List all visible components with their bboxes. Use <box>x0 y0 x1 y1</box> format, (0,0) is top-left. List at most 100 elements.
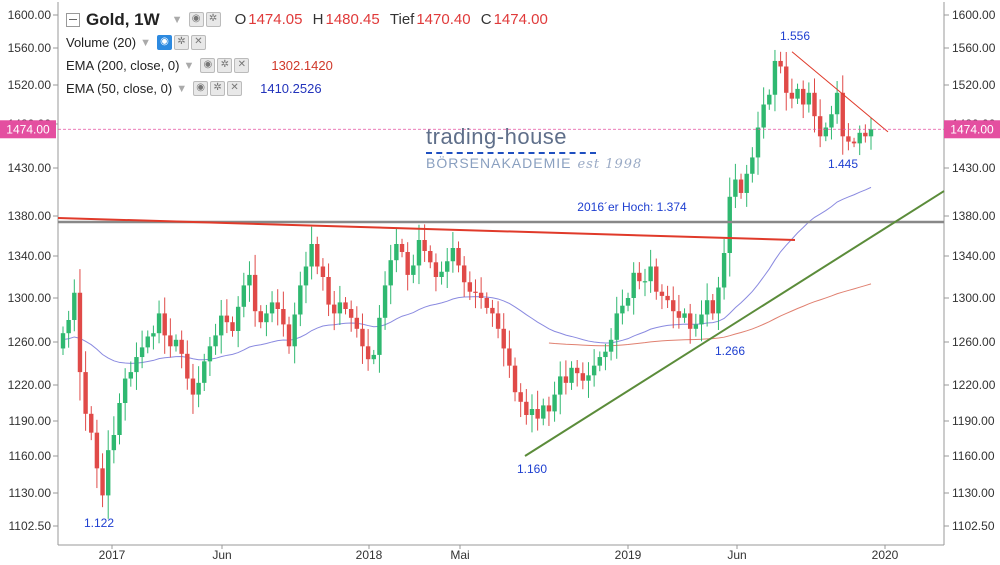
gear-icon[interactable]: ✲ <box>210 81 226 96</box>
high-value: 1480.45 <box>325 11 380 28</box>
candle-body <box>139 347 145 358</box>
candle-body <box>699 314 704 325</box>
candle-body <box>744 173 749 193</box>
x-tick-label: Mai <box>450 548 469 562</box>
candle-body <box>863 132 868 137</box>
ema200-label[interactable]: EMA (200, close, 0) <box>66 58 180 73</box>
candle-body <box>563 376 569 383</box>
candle-body <box>654 266 659 292</box>
candle-body <box>117 403 122 435</box>
y-tick-label: 1380.00 <box>952 209 996 223</box>
candle-body <box>156 313 162 334</box>
candle-body <box>558 376 563 395</box>
candle-body <box>269 302 275 314</box>
candle-body <box>840 92 845 137</box>
legend: Gold, 1W ▼ ◉ ✲ O 1474.05 H 1480.45 Tief 1470… <box>66 8 548 100</box>
candle-body <box>665 295 670 301</box>
y-tick-label: 1340.00 <box>952 249 996 263</box>
ema50-value: 1410.2526 <box>260 81 322 96</box>
candle-body <box>286 324 292 347</box>
watermark-est: est 1998 <box>577 157 643 172</box>
ema-lines <box>62 186 872 364</box>
gear-icon[interactable]: ✲ <box>205 12 221 27</box>
candle-body <box>631 272 636 298</box>
candle-body <box>467 282 473 292</box>
chevron-down-icon[interactable]: ▼ <box>171 13 183 26</box>
candle-body <box>162 313 167 336</box>
candle-body <box>648 266 653 282</box>
candle-body <box>326 277 331 305</box>
symbol-label[interactable]: Gold, 1W <box>86 9 160 29</box>
candle-body <box>586 375 591 381</box>
candle-body <box>179 339 184 354</box>
price-annotation: 1.160 <box>517 462 547 476</box>
price-annotation: 1.556 <box>780 29 810 43</box>
eye-icon[interactable]: ◉ <box>193 81 209 96</box>
candle-body <box>303 266 309 286</box>
candle-body <box>851 141 857 144</box>
candle-body <box>817 116 823 137</box>
eye-icon[interactable]: ◉ <box>200 58 216 73</box>
candle-body <box>348 309 354 318</box>
trendlines <box>57 51 945 457</box>
candle-body <box>202 361 207 383</box>
price-annotation: 1.122 <box>84 516 114 530</box>
candle-body <box>716 287 721 314</box>
candle-body <box>614 313 619 340</box>
candle-body <box>608 339 614 352</box>
last-price-tag-label: 1474.00 <box>950 122 994 136</box>
candle-body <box>337 302 343 314</box>
candle-body <box>546 405 552 412</box>
candle-body <box>365 346 371 360</box>
candle-body <box>823 127 828 137</box>
candle-body <box>738 179 744 193</box>
grid-lines <box>57 2 945 546</box>
high-label: H <box>312 11 324 28</box>
candle-body <box>332 304 337 314</box>
annotations: 1.122 1.160 1.266 1.556 1.445 2016´er Hoch: 1… <box>84 29 858 530</box>
chevron-down-icon[interactable]: ▼ <box>183 59 195 72</box>
chevron-down-icon[interactable]: ▼ <box>140 36 151 49</box>
candle-body <box>151 333 156 337</box>
candle-body <box>399 244 405 252</box>
eye-icon[interactable]: ◉ <box>156 35 172 50</box>
price-annotation: 1.266 <box>715 344 745 358</box>
candle-body <box>60 333 66 349</box>
downtrend-line <box>791 51 889 133</box>
candle-body <box>524 401 529 415</box>
y-tick-label: 1600.00 <box>952 8 996 22</box>
eye-icon[interactable]: ◉ <box>188 12 204 27</box>
ema50-label[interactable]: EMA (50, close, 0) <box>66 81 173 96</box>
x-tick-label: Jun <box>727 548 746 562</box>
candle-body <box>603 351 608 358</box>
candle-body <box>597 357 602 366</box>
gear-icon[interactable]: ✲ <box>173 35 189 50</box>
close-icon[interactable]: ✕ <box>227 81 243 96</box>
candle-body <box>767 94 772 105</box>
candle-body <box>755 127 761 158</box>
watermark-rule <box>426 152 596 154</box>
candle-body <box>671 300 676 312</box>
candle-body <box>134 357 139 373</box>
y-tick-label: 1300.00 <box>8 291 52 305</box>
candle-body <box>812 92 817 117</box>
candle-body <box>219 315 224 336</box>
candle-body <box>495 313 501 329</box>
legend-volume-row: Volume (20) ▼ ◉ ✲ ✕ <box>66 31 548 54</box>
candle-body <box>128 372 134 379</box>
volume-label[interactable]: Volume (20) <box>66 35 137 50</box>
candle-body <box>66 320 71 334</box>
candle-body <box>750 157 755 174</box>
candle-body <box>761 104 766 128</box>
y-tick-label: 1300.00 <box>952 291 996 305</box>
candle-body <box>806 92 812 105</box>
candle-body <box>829 114 834 128</box>
close-icon[interactable]: ✕ <box>190 35 206 50</box>
collapse-icon[interactable] <box>66 12 80 27</box>
chevron-down-icon[interactable]: ▼ <box>176 82 188 95</box>
candle-body <box>574 367 580 374</box>
close-icon[interactable]: ✕ <box>234 58 250 73</box>
gear-icon[interactable]: ✲ <box>217 58 233 73</box>
candle-body <box>281 309 286 325</box>
low-label: Tief <box>389 11 415 28</box>
